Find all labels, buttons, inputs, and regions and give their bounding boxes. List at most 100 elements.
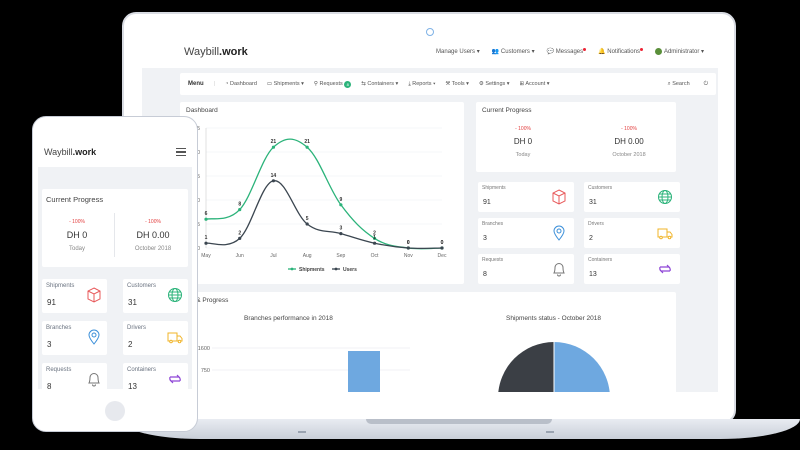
phone-home-button[interactable]	[105, 401, 125, 421]
october-value: DH 0.00	[614, 137, 644, 146]
legend-label: Users	[343, 267, 357, 273]
phone-today-percent: - 100%	[69, 219, 85, 225]
menu-account[interactable]: ⊞ Account ▾	[519, 81, 550, 87]
x-tick-label: Jun	[236, 253, 244, 259]
phone-stat-customers-label: Customers	[127, 283, 157, 289]
current-progress-title: Current Progress	[482, 107, 532, 114]
map-pin-icon	[88, 329, 100, 345]
manage-users-label: Manage Users	[436, 49, 476, 56]
hamburger-menu-icon[interactable]	[176, 146, 186, 158]
series-line-users	[205, 180, 443, 250]
legend-marker	[334, 267, 338, 271]
messages-menu[interactable]: 💬 Messages	[547, 48, 587, 55]
phone-progress-today: - 100% DH 0 Today	[42, 219, 112, 252]
data-point	[406, 246, 410, 250]
ytick-1600: 1600	[198, 346, 210, 352]
data-label: 1	[373, 235, 376, 241]
legend-label: Shipments	[299, 267, 325, 273]
phone-stat-requests[interactable]: Requests 8	[42, 363, 107, 389]
data-point	[339, 203, 343, 207]
phone-frame: Waybill.work Current Progress - 100% DH …	[32, 116, 198, 432]
y-tick-label: 0	[197, 246, 200, 252]
menu-containers[interactable]: ⇆ Containers ▾	[361, 81, 399, 87]
phone-october-percent: - 100%	[145, 219, 161, 225]
data-label: 0	[441, 240, 444, 246]
phone-october-period: October 2018	[134, 246, 172, 252]
data-point	[238, 236, 242, 240]
phone-header: Waybill.work	[38, 137, 192, 167]
data-point	[271, 145, 276, 149]
dashboard-title: Dashboard	[186, 107, 218, 114]
x-tick-label: Aug	[303, 253, 312, 259]
phone-stat-shipments[interactable]: Shipments 91	[42, 279, 107, 313]
menu-tools[interactable]: ⚒ Tools ▾	[445, 81, 469, 87]
menu-shipments[interactable]: ▭ Shipments ▾	[266, 81, 304, 87]
y-tick-label: 5	[197, 222, 200, 228]
pin-icon: ⚲	[313, 80, 318, 87]
menu-dashboard-label: Dashboard	[229, 81, 257, 87]
phone-stat-containers[interactable]: Containers 13	[123, 363, 188, 389]
customers-menu[interactable]: 👥 Customers ▾	[491, 49, 535, 56]
search-label: Search	[672, 80, 690, 87]
phone-stat-branches[interactable]: Branches 3	[42, 321, 107, 355]
data-label: 2	[373, 230, 376, 236]
x-tick-label: Jul	[270, 253, 276, 259]
top-nav: Manage Users ▾ 👥 Customers ▾ 💬 Messages …	[436, 48, 704, 56]
phone-stat-shipments-value: 91	[47, 298, 56, 307]
laptop-base	[120, 419, 800, 439]
phone-stat-requests-label: Requests	[46, 367, 72, 373]
phone-today-period: Today	[68, 246, 85, 252]
data-label: 14	[271, 173, 277, 179]
stat-shipments[interactable]: Shipments 91	[478, 182, 574, 212]
stat-branches-value: 3	[483, 235, 487, 242]
menu-dashboard[interactable]: ◔ Dashboard	[225, 81, 257, 87]
ytick-750: 750	[201, 368, 210, 374]
brand-logo[interactable]: Waybill.work	[184, 46, 248, 58]
phone-stat-requests-value: 8	[47, 382, 52, 389]
stat-requests-value: 8	[483, 271, 487, 278]
menu-settings[interactable]: ⚙ Settings ▾	[478, 81, 510, 87]
bell-icon	[553, 263, 565, 277]
phone-stat-customers-value: 31	[128, 298, 137, 307]
manage-users-menu[interactable]: Manage Users ▾	[436, 49, 480, 56]
menu-requests[interactable]: ⚲ Requests 8	[313, 80, 352, 88]
shipments-chart-title: Shipments status - October 2018	[506, 315, 602, 322]
data-point	[339, 232, 343, 236]
summary-title: mary & Progress	[180, 297, 229, 304]
data-point	[440, 246, 444, 250]
search-button[interactable]: ⌕ Search	[668, 81, 690, 88]
data-label: 0	[441, 240, 444, 246]
stat-branches[interactable]: Branches 3	[478, 218, 574, 248]
phone-progress-october: - 100% DH 0.00 October 2018	[118, 219, 188, 252]
stat-requests-label: Requests	[482, 257, 504, 263]
stat-containers[interactable]: Containers 13	[584, 254, 680, 284]
data-label: 21	[304, 139, 310, 145]
chat-icon: 💬	[546, 49, 555, 56]
laptop-foot-right	[546, 431, 554, 433]
power-icon: ⏻	[703, 80, 708, 87]
phone-stat-branches-value: 3	[47, 340, 52, 349]
stat-drivers-label: Drivers	[588, 221, 604, 227]
stat-customers-value: 31	[589, 199, 597, 206]
brand-name: Waybill	[184, 46, 220, 58]
phone-stat-drivers[interactable]: Drivers 2	[123, 321, 188, 355]
requests-badge: 8	[344, 80, 352, 88]
stat-drivers[interactable]: Drivers 2	[584, 218, 680, 248]
phone-brand-logo[interactable]: Waybill.work	[44, 147, 96, 157]
data-label: 9	[339, 197, 342, 203]
stat-requests[interactable]: Requests 8	[478, 254, 574, 284]
menu-reports[interactable]: ⤓ Reports ▾	[408, 80, 436, 87]
power-button[interactable]: ⏻	[704, 81, 708, 88]
menu-tools-label: Tools	[451, 81, 465, 87]
data-label: 0	[407, 240, 410, 246]
bell-icon	[88, 373, 100, 387]
phone-current-progress-card: Current Progress - 100% DH 0 Today - 100…	[42, 189, 188, 267]
x-tick-label: Dec	[438, 253, 447, 259]
stat-customers[interactable]: Customers 31	[584, 182, 680, 212]
data-label: 6	[205, 211, 208, 217]
notifications-menu[interactable]: 🔔 Notifications	[598, 48, 643, 55]
administrator-menu[interactable]: Administrator ▾	[654, 48, 704, 56]
phone-stat-customers[interactable]: Customers 31	[123, 279, 188, 313]
data-point	[372, 236, 377, 240]
